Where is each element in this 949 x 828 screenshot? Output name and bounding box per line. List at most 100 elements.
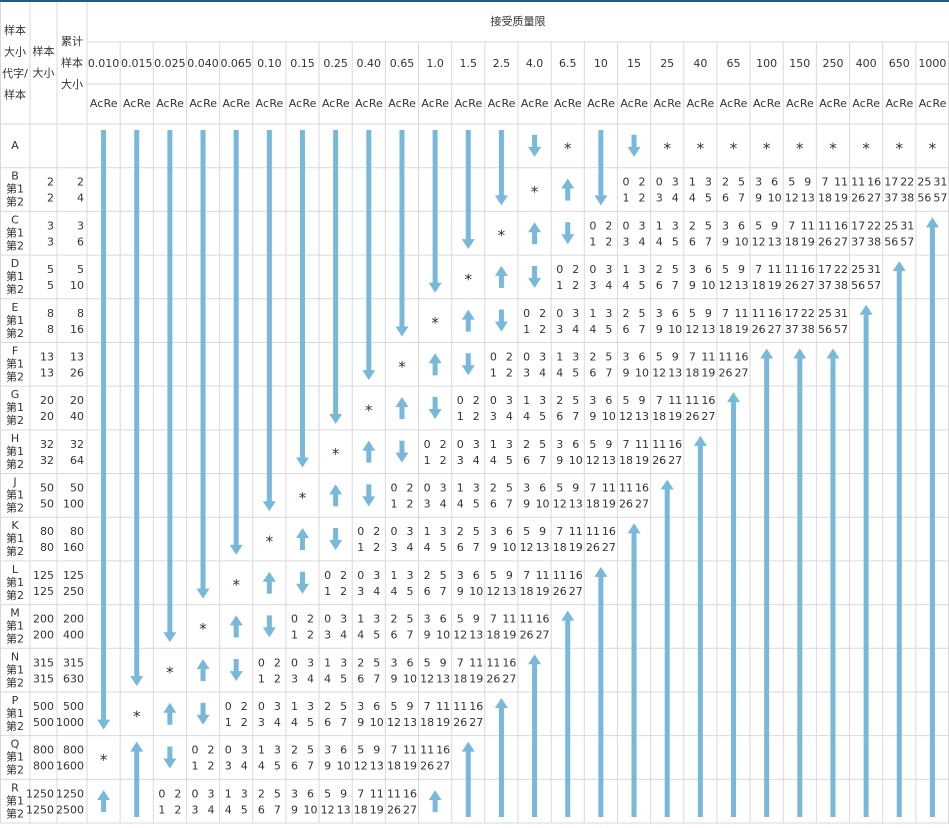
re-value: 2 bbox=[406, 498, 413, 511]
re-label: Re bbox=[601, 97, 615, 110]
star: * bbox=[166, 664, 174, 682]
re-value: 13 bbox=[403, 716, 417, 729]
ac-value: 12 bbox=[321, 803, 335, 816]
re-value: 3 bbox=[539, 350, 546, 363]
re-value: 9 bbox=[539, 525, 546, 538]
stage-label: 第1 bbox=[6, 444, 24, 458]
star: * bbox=[299, 489, 307, 507]
arrow-head bbox=[528, 277, 542, 288]
re-value: 5 bbox=[572, 366, 579, 379]
ac-value: 2 bbox=[523, 438, 530, 451]
sample-size: 8 bbox=[47, 323, 54, 336]
ac-value: 1 bbox=[689, 176, 696, 189]
ac-value: 0 bbox=[623, 176, 630, 189]
ac-value: 1 bbox=[424, 454, 431, 467]
re-value: 16 bbox=[403, 787, 417, 800]
ac-value: 7 bbox=[689, 350, 696, 363]
sample-size: 20 bbox=[40, 410, 54, 423]
ac-value: 4 bbox=[424, 541, 431, 554]
arrow-head bbox=[395, 452, 409, 463]
arrow-up bbox=[362, 440, 376, 463]
ac-label: Ac bbox=[720, 97, 733, 110]
ac-value: 1 bbox=[258, 672, 265, 685]
ac-value: 7 bbox=[656, 394, 663, 407]
re-value: 6 bbox=[639, 350, 646, 363]
arrow-shaft bbox=[532, 663, 538, 817]
re-value: 19 bbox=[801, 235, 815, 248]
star: * bbox=[431, 314, 439, 332]
ac-value: 7 bbox=[589, 482, 596, 495]
ac-value: 37 bbox=[884, 192, 898, 205]
ac-value: 0 bbox=[457, 394, 464, 407]
ac-value: 26 bbox=[818, 235, 832, 248]
aql-label: 0.15 bbox=[290, 57, 315, 70]
ac-value: 7 bbox=[390, 744, 397, 757]
re-label: Re bbox=[402, 97, 416, 110]
re-value: 11 bbox=[502, 613, 516, 626]
arrow-shaft bbox=[432, 130, 438, 284]
star: * bbox=[199, 620, 207, 638]
arrow-head bbox=[262, 627, 276, 638]
re-label: Re bbox=[203, 97, 217, 110]
re-value: 10 bbox=[403, 672, 417, 685]
re-label: Re bbox=[501, 97, 515, 110]
re-value: 5 bbox=[406, 613, 413, 626]
ac-value: 17 bbox=[884, 176, 898, 189]
arrow-head bbox=[528, 654, 542, 665]
arrow-head bbox=[296, 528, 309, 539]
stage-label: 第2 bbox=[6, 238, 24, 252]
ac-value: 3 bbox=[589, 394, 596, 407]
re-value: 3 bbox=[274, 744, 281, 757]
re-value: 13 bbox=[602, 454, 616, 467]
ac-value: 3 bbox=[656, 192, 663, 205]
aql-label: 100 bbox=[756, 57, 777, 70]
re-value: 7 bbox=[705, 235, 712, 248]
re-value: 2 bbox=[373, 541, 380, 554]
re-value: 13 bbox=[469, 629, 483, 642]
re-value: 11 bbox=[801, 219, 815, 232]
arrow-down bbox=[229, 659, 243, 682]
ac-value: 3 bbox=[689, 263, 696, 276]
re-value: 19 bbox=[834, 192, 848, 205]
ac-value: 4 bbox=[490, 454, 497, 467]
stage-label: 第1 bbox=[6, 706, 24, 720]
ac-value: 2 bbox=[424, 569, 431, 582]
re-value: 6 bbox=[771, 176, 778, 189]
arrow-shaft bbox=[200, 130, 206, 590]
re-value: 4 bbox=[208, 803, 215, 816]
ac-value: 3 bbox=[291, 672, 298, 685]
ac-value: 1 bbox=[523, 323, 530, 336]
re-value: 7 bbox=[406, 629, 413, 642]
ac-value: 0 bbox=[490, 350, 497, 363]
re-value: 2 bbox=[473, 394, 480, 407]
arrow-shaft bbox=[498, 130, 504, 197]
arrow-down bbox=[329, 528, 343, 551]
cumulative-size: 800 bbox=[63, 744, 84, 757]
arrow-head bbox=[296, 457, 309, 468]
row-code: B bbox=[11, 170, 19, 183]
stage-label: 第2 bbox=[6, 675, 24, 689]
arrow-shaft bbox=[233, 659, 239, 673]
aql-label: 15 bbox=[627, 57, 641, 70]
sample-size: 315 bbox=[33, 656, 54, 669]
arrow-shaft bbox=[167, 711, 173, 725]
re-value: 16 bbox=[735, 350, 749, 363]
ac-value: 3 bbox=[457, 569, 464, 582]
re-value: 11 bbox=[569, 525, 583, 538]
re-label: Re bbox=[535, 97, 549, 110]
arrow-shaft bbox=[532, 134, 538, 148]
stage-label: 第2 bbox=[6, 195, 24, 209]
sample-size: 800 bbox=[33, 760, 54, 773]
re-label: Re bbox=[303, 97, 317, 110]
ac-label: Ac bbox=[653, 97, 666, 110]
ac-label: Ac bbox=[786, 97, 799, 110]
stage-label: 第1 bbox=[6, 793, 24, 807]
ac-value: 3 bbox=[490, 525, 497, 538]
stage-label: 第2 bbox=[6, 282, 24, 296]
ac-value: 6 bbox=[291, 760, 298, 773]
arrow-shaft bbox=[532, 231, 538, 245]
re-value: 9 bbox=[506, 569, 513, 582]
re-value: 2 bbox=[572, 263, 579, 276]
ac-value: 1 bbox=[490, 438, 497, 451]
cumulative-size: 2 bbox=[77, 176, 84, 189]
